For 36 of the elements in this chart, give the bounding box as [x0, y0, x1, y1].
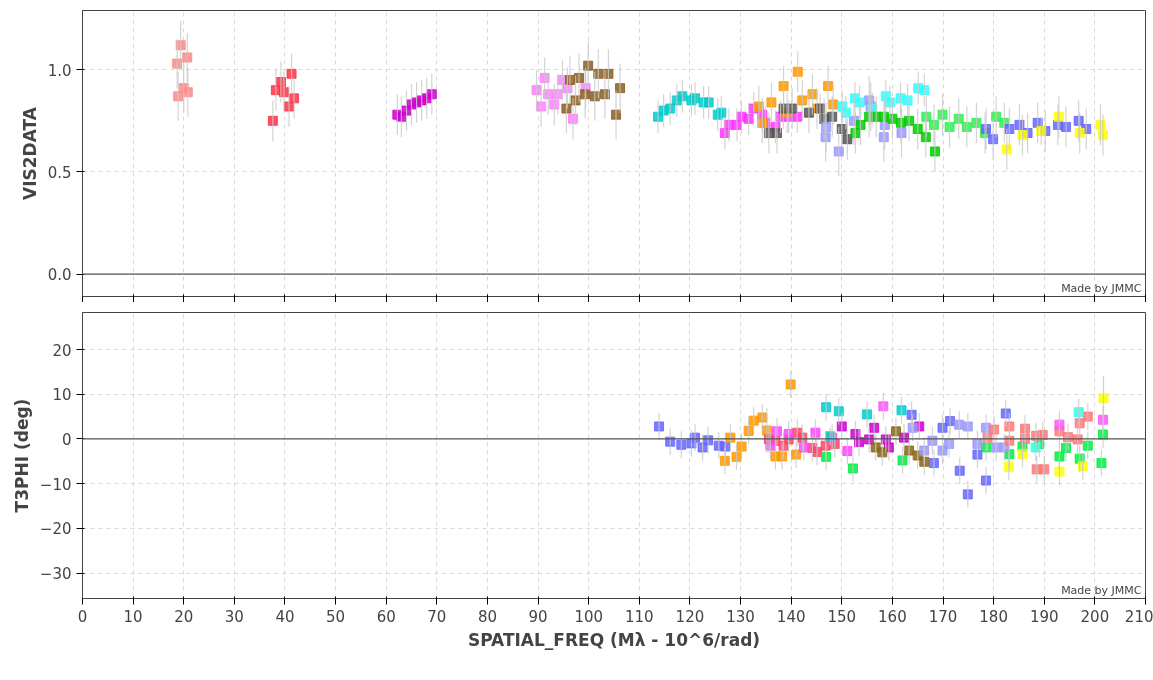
y-tick-label: 0.0: [47, 266, 72, 285]
y-tick-label: 0.5: [47, 163, 72, 182]
y-tick-label: −10: [39, 475, 72, 494]
x-tick-label: 170: [928, 607, 958, 626]
x-tick-label: 210: [1124, 607, 1153, 626]
x-tick-label: 110: [624, 607, 654, 626]
x-tick-label: 100: [574, 607, 604, 626]
x-axis-title: SPATIAL_FREQ (Mλ - 10^6/rad): [467, 629, 761, 650]
x-tick-label: 80: [477, 607, 497, 626]
y-tick-label: 1.0: [47, 61, 72, 80]
x-tick-label: 30: [224, 607, 244, 626]
x-tick-label: 90: [528, 607, 548, 626]
x-tick-label: 70: [427, 607, 447, 626]
annotation: Made by JMMC: [1061, 281, 1142, 295]
x-tick-label: 40: [275, 607, 295, 626]
y-tick-label: −20: [39, 520, 72, 539]
x-tick-label: 0: [77, 607, 88, 626]
x-tick-label: 20: [174, 607, 194, 626]
y-tick-label: 10: [52, 386, 72, 405]
x-tick-label: 160: [878, 607, 907, 626]
x-tick-label: 60: [376, 607, 396, 626]
y-axis-title: VIS2DATA: [19, 106, 40, 200]
x-tick-label: 120: [675, 607, 705, 626]
x-tick-label: 200: [1080, 607, 1110, 626]
y-tick-label: 20: [52, 341, 72, 360]
y-axis-title: T3PHI (deg): [11, 398, 32, 513]
x-tick-label: 50: [326, 607, 346, 626]
x-tick-label: 130: [726, 607, 755, 626]
y-tick-label: 0: [61, 430, 72, 449]
annotation: Made by JMMC: [1061, 583, 1142, 597]
x-tick-label: 150: [827, 607, 857, 626]
x-tick-label: 10: [123, 607, 143, 626]
x-tick-label: 140: [776, 607, 806, 626]
x-tick-label: 180: [979, 607, 1008, 626]
y-tick-label: −30: [39, 565, 72, 584]
x-tick-label: 190: [1029, 607, 1059, 626]
